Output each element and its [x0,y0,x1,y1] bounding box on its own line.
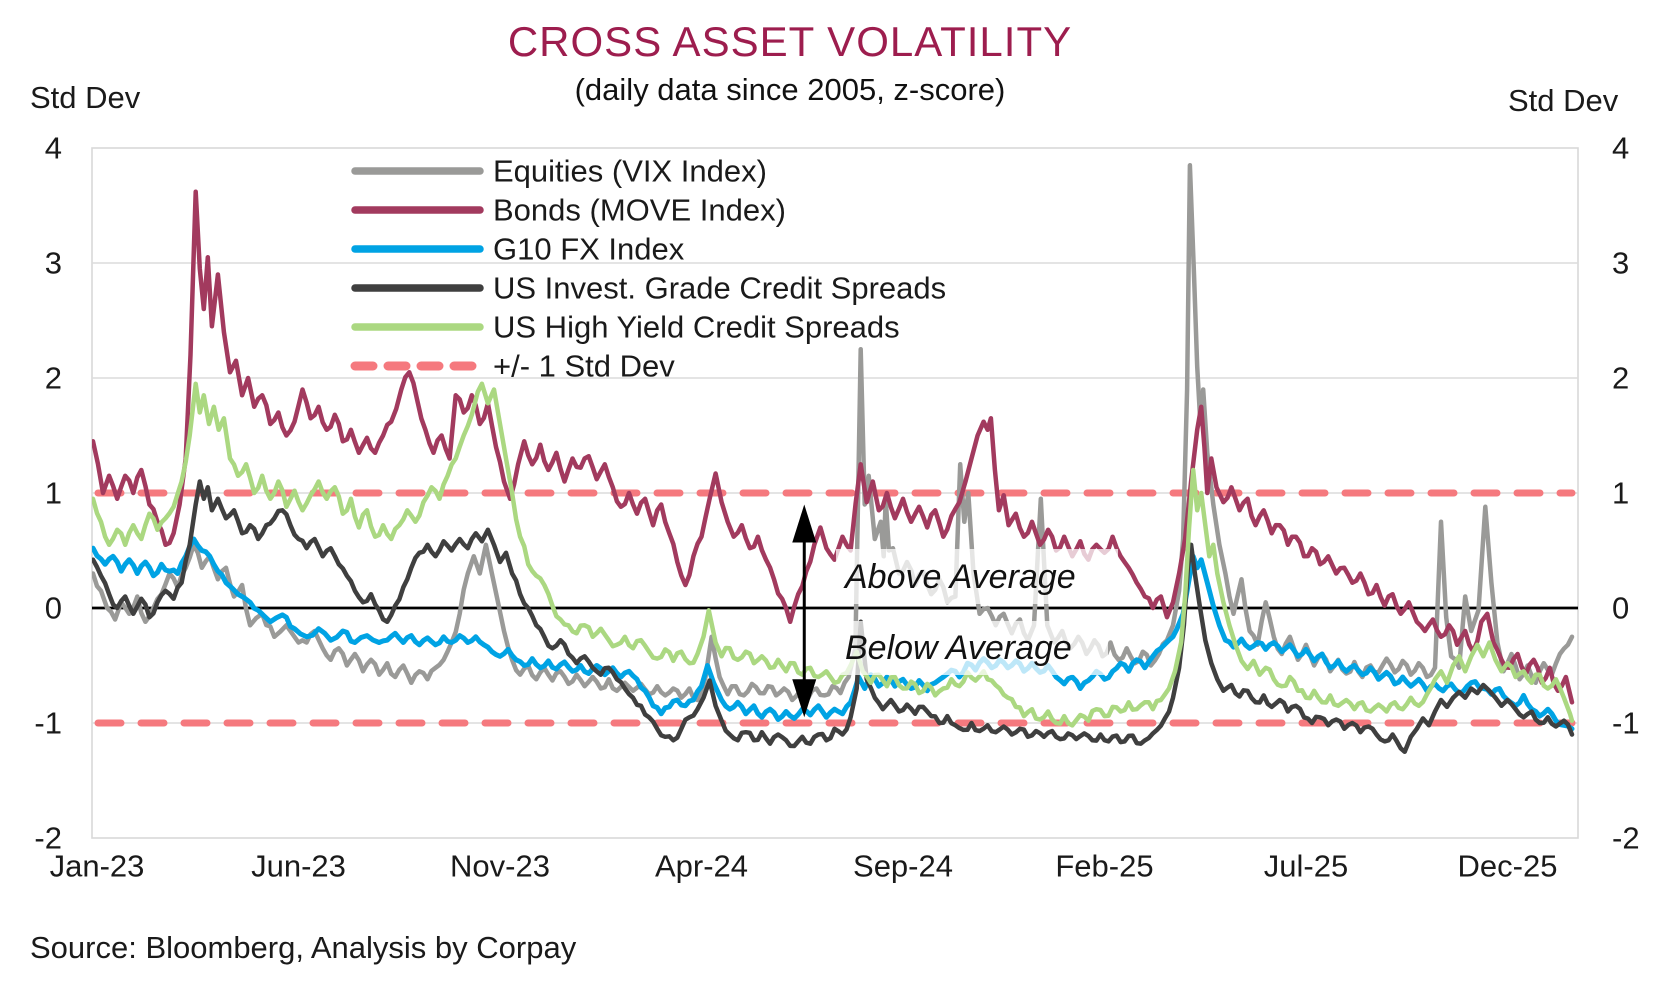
y-tick-left-4: 4 [45,131,62,166]
y-tick-right-1: 1 [1612,476,1629,511]
legend-label-1: Bonds (MOVE Index) [493,193,786,228]
x-tick-jan-23: Jan-23 [50,849,145,884]
series-line-equities-vix-index [92,163,1575,703]
x-tick-jul-25: Jul-25 [1264,849,1348,884]
below-average-label-bg [836,621,1108,675]
x-tick-jun-23: Jun-23 [251,849,346,884]
y-tick-left-0: 0 [45,591,62,626]
y-axis-unit-right: Std Dev [1508,83,1619,118]
x-tick-dec-25: Dec-25 [1458,849,1558,884]
above-average-label: Above Average [843,558,1076,596]
x-tick-sep-24: Sep-24 [853,849,953,884]
legend-label-0: Equities (VIX Index) [493,154,767,189]
legend-label-4: US High Yield Credit Spreads [493,310,900,345]
below-average-label: Below Average [845,629,1072,667]
legend-label-5: +/- 1 Std Dev [493,349,675,384]
x-tick-apr-24: Apr-24 [655,849,748,884]
above-average-label-bg [836,549,1118,604]
y-tick-left--1: -1 [34,706,62,741]
y-tick-right-4: 4 [1612,131,1629,166]
arrow-head-up-icon [792,504,817,543]
y-tick-right--2: -2 [1612,821,1640,856]
series-line-g10-fx-index [92,536,1575,732]
arrow-head-down-icon [792,679,817,718]
y-tick-right--1: -1 [1612,706,1640,741]
x-tick-nov-23: Nov-23 [450,849,550,884]
y-tick-left-3: 3 [45,246,62,281]
series-line-bonds-move-index [92,189,1575,705]
y-tick-left--2: -2 [34,821,62,856]
y-tick-left-2: 2 [45,361,62,396]
legend-label-2: G10 FX Index [493,232,685,267]
source-note: Source: Bloomberg, Analysis by Corpay [30,930,577,965]
y-axis-unit-left: Std Dev [30,80,141,115]
legend-label-3: US Invest. Grade Credit Spreads [493,271,946,306]
y-tick-right-0: 0 [1612,591,1629,626]
y-tick-right-2: 2 [1612,361,1629,396]
y-tick-right-3: 3 [1612,246,1629,281]
x-tick-feb-25: Feb-25 [1055,849,1153,884]
y-tick-left-1: 1 [45,476,62,511]
series-line-us-high-yield-credit-spreads [92,381,1575,728]
series-line-us-invest-grade-credit-spreads [92,479,1575,755]
